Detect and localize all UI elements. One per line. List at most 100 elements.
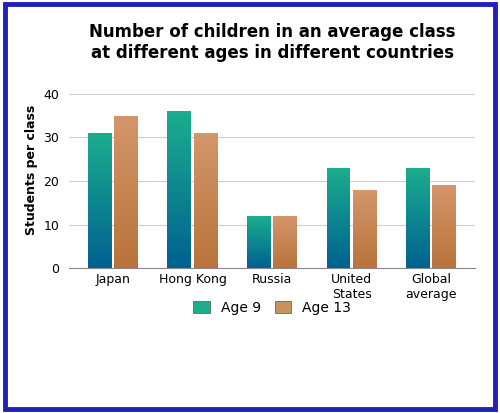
Bar <box>326 186 350 187</box>
Bar <box>88 257 112 258</box>
Bar <box>326 235 350 236</box>
Bar <box>88 240 112 241</box>
Bar <box>88 145 112 146</box>
Bar <box>88 216 112 217</box>
Bar <box>194 261 218 262</box>
Bar <box>114 173 138 174</box>
Bar <box>168 252 192 253</box>
Bar <box>88 223 112 224</box>
Bar <box>194 169 218 170</box>
Bar <box>194 228 218 229</box>
Bar <box>432 263 456 264</box>
Bar <box>432 218 456 219</box>
Bar <box>168 257 192 258</box>
Bar <box>114 263 138 264</box>
Bar <box>432 200 456 201</box>
Bar <box>194 251 218 252</box>
Bar <box>114 184 138 185</box>
Bar <box>168 201 192 202</box>
Bar <box>114 223 138 224</box>
Bar <box>88 179 112 180</box>
Bar <box>406 176 430 177</box>
Title: Number of children in an average class
at different ages in different countries: Number of children in an average class a… <box>89 23 456 62</box>
Bar <box>406 207 430 208</box>
Bar <box>168 170 192 171</box>
Bar <box>353 210 376 211</box>
Bar <box>88 162 112 163</box>
Bar <box>88 186 112 187</box>
Bar <box>114 229 138 230</box>
Bar <box>168 219 192 220</box>
Bar <box>114 222 138 223</box>
Bar <box>326 180 350 181</box>
Bar <box>432 207 456 208</box>
Bar <box>114 196 138 197</box>
Bar <box>114 255 138 256</box>
Bar <box>88 264 112 265</box>
Bar <box>353 239 376 240</box>
Bar <box>326 249 350 250</box>
Bar <box>88 213 112 214</box>
Bar <box>353 232 376 233</box>
Bar <box>168 172 192 173</box>
Bar <box>194 248 218 249</box>
Bar <box>194 193 218 194</box>
Bar <box>326 204 350 205</box>
Bar <box>353 256 376 257</box>
Bar <box>194 146 218 147</box>
Bar <box>353 217 376 218</box>
Bar <box>114 256 138 257</box>
Bar <box>326 200 350 201</box>
Bar <box>114 231 138 232</box>
Bar <box>406 259 430 260</box>
Bar <box>432 238 456 239</box>
Bar <box>168 121 192 122</box>
Bar <box>168 185 192 186</box>
Bar <box>194 136 218 137</box>
Bar <box>326 266 350 267</box>
Bar <box>353 267 376 268</box>
Bar <box>168 235 192 236</box>
Bar <box>114 137 138 138</box>
Bar <box>114 124 138 125</box>
Bar <box>114 167 138 168</box>
Bar <box>114 214 138 215</box>
Bar <box>194 141 218 142</box>
Bar <box>406 224 430 225</box>
Bar <box>194 236 218 237</box>
Bar <box>432 198 456 199</box>
Bar <box>168 230 192 231</box>
Bar <box>326 244 350 245</box>
Bar <box>194 204 218 205</box>
Bar <box>406 196 430 197</box>
Bar <box>168 174 192 175</box>
Bar <box>326 169 350 170</box>
Bar <box>432 267 456 268</box>
Bar <box>194 264 218 265</box>
Bar <box>353 235 376 236</box>
Bar <box>353 215 376 216</box>
Bar <box>114 164 138 165</box>
Bar <box>168 247 192 248</box>
Bar <box>432 261 456 262</box>
Bar <box>194 245 218 246</box>
Bar <box>88 169 112 170</box>
Bar <box>88 251 112 252</box>
Bar <box>88 227 112 228</box>
Bar <box>88 160 112 161</box>
Bar <box>432 257 456 258</box>
Bar <box>88 204 112 205</box>
Bar <box>326 256 350 257</box>
Bar <box>114 201 138 202</box>
Bar <box>114 183 138 184</box>
Bar <box>406 211 430 212</box>
Bar <box>353 199 376 200</box>
Bar <box>194 180 218 181</box>
Bar <box>406 237 430 238</box>
Bar <box>114 186 138 187</box>
Bar <box>168 163 192 164</box>
Bar <box>168 171 192 172</box>
Bar <box>168 172 192 173</box>
Bar <box>168 234 192 235</box>
Bar <box>168 241 192 242</box>
